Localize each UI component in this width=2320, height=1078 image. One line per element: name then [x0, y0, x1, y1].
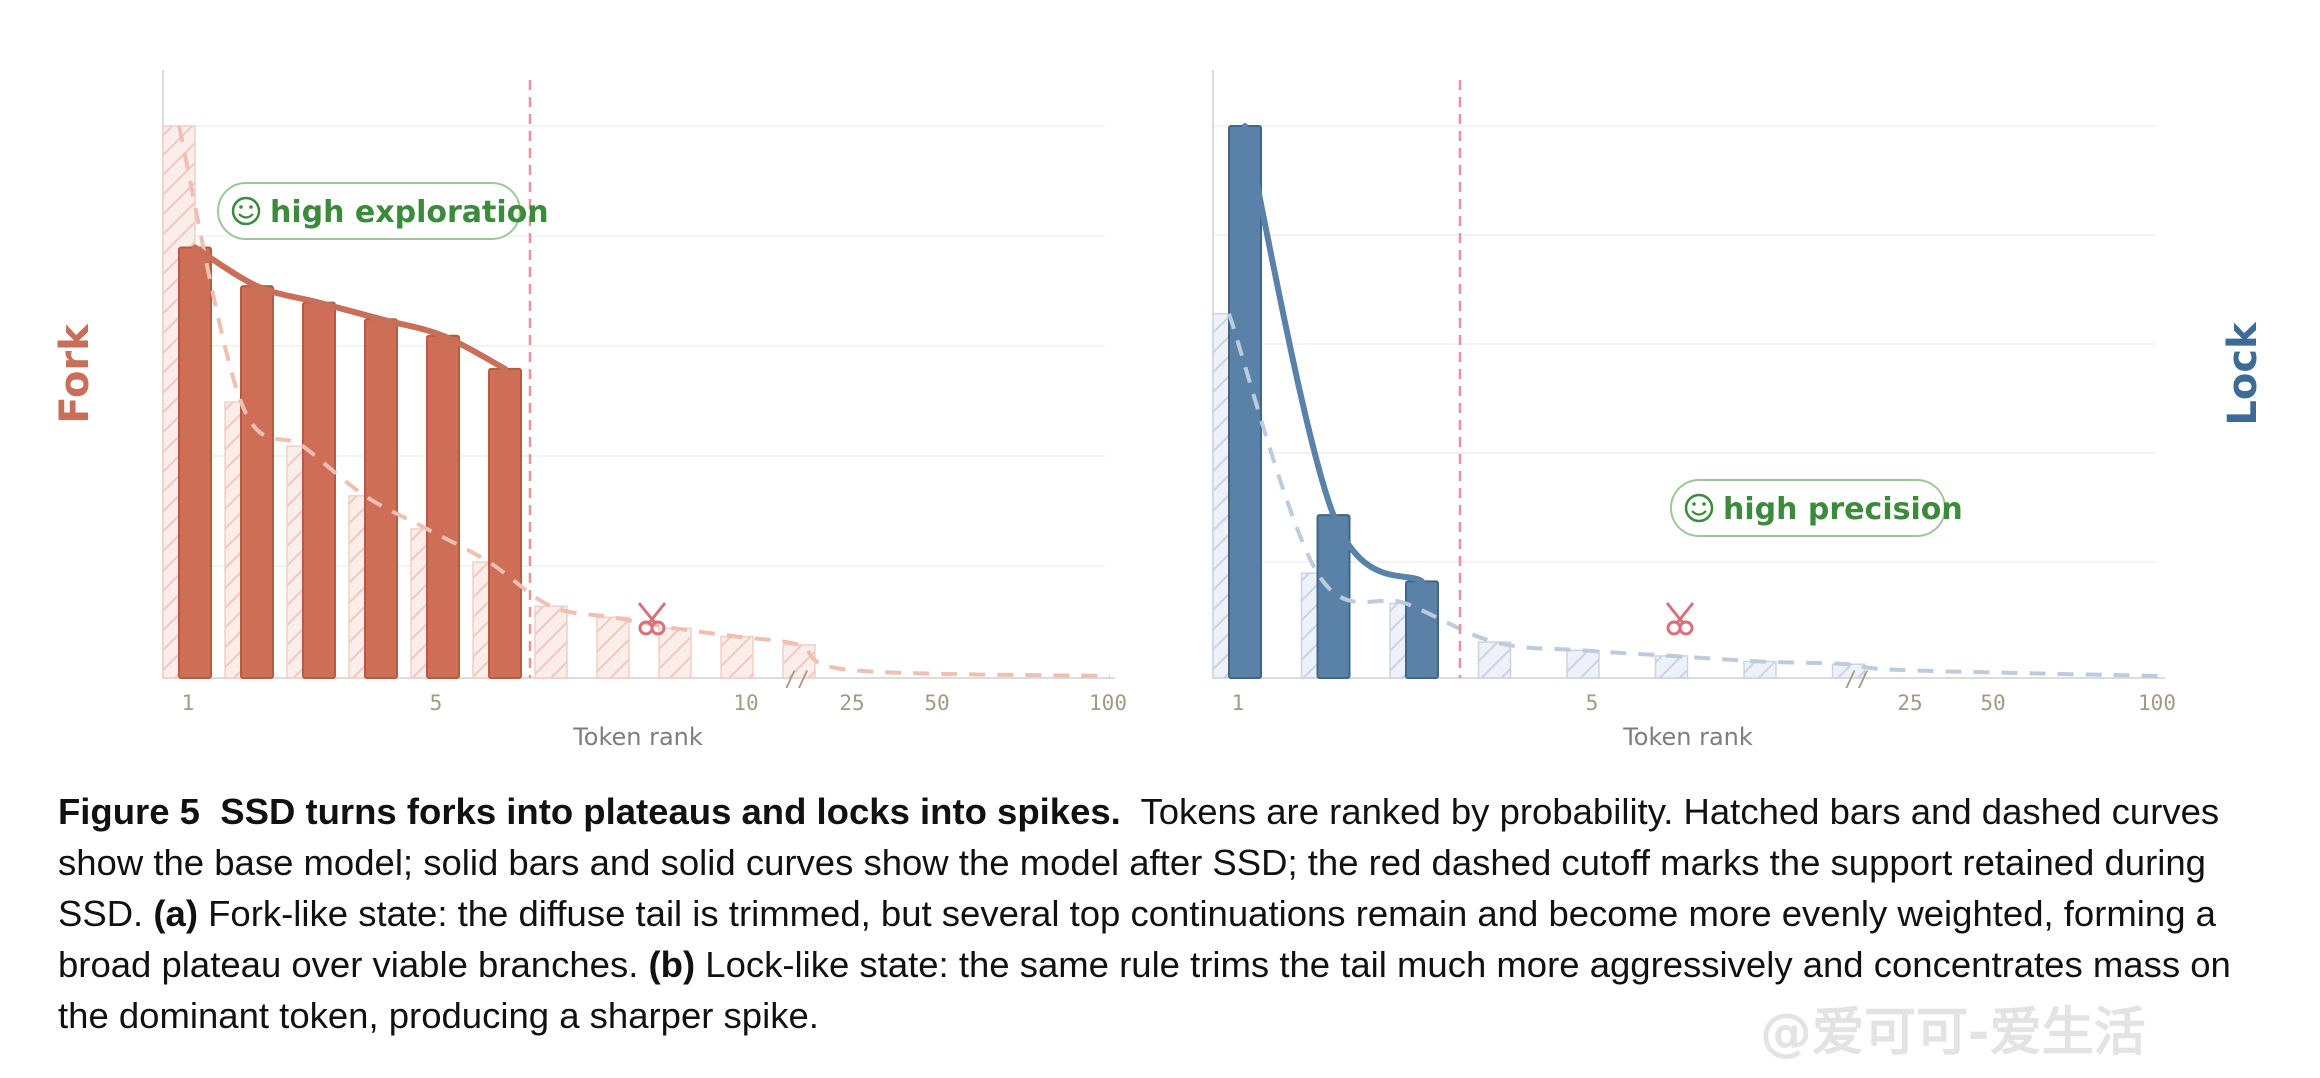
fork-x-ticks: 1 5 10 25 50 100	[182, 691, 1127, 715]
fork-base-bar	[534, 605, 568, 679]
fork-base-bar	[720, 635, 754, 679]
fork-ssd-bar	[302, 301, 336, 679]
lock-annotation-text: high precision	[1723, 492, 1963, 527]
fork-annotation-pill: high exploration	[217, 182, 549, 240]
fork-scissors-icon	[637, 602, 667, 636]
smiley-icon	[231, 196, 261, 226]
fork-base-curve	[177, 125, 1111, 678]
fork-panel: 1 5 10 25 50 100 // Token rank Fork high expl…	[52, 70, 1127, 751]
fork-annotation-text: high exploration	[270, 195, 549, 230]
fork-x-tick-label: 5	[430, 691, 443, 715]
lock-x-ticks: 1 5 25 50 100	[1232, 691, 2176, 715]
caption-panel-b-label: (b)	[648, 944, 696, 985]
lock-base-bar	[1654, 655, 1689, 679]
lock-x-tick-label: 25	[1897, 691, 1922, 715]
fork-ssd-bar	[178, 246, 212, 679]
fork-ssd-bar	[488, 367, 522, 679]
lock-base-curve	[1227, 313, 2161, 678]
caption-text-panel-a: Fork-like state: the diffuse tail is tri…	[58, 893, 2216, 985]
lock-x-tick-label: 1	[1232, 691, 1245, 715]
caption-figure-label: Figure 5	[58, 791, 200, 832]
lock-x-axis-title: Token rank	[1622, 723, 1753, 751]
fork-ssd-bar	[426, 334, 460, 679]
lock-scissors-icon	[1665, 602, 1695, 636]
figure-caption: Figure 5 SSD turns forks into plateaus a…	[58, 786, 2268, 1041]
smiley-icon	[1684, 493, 1714, 523]
lock-base-bar	[1743, 660, 1777, 679]
lock-ssd-curve	[1242, 123, 1425, 585]
lock-axis-break: //	[1844, 667, 1869, 691]
lock-base-bar	[1477, 641, 1512, 679]
lock-panel: 1 5 25 50 100 // Token rank Lock high precis…	[1212, 70, 2266, 751]
fork-base-bar	[596, 616, 630, 679]
lock-side-label: Lock	[2220, 321, 2266, 426]
fork-ssd-bar	[240, 285, 274, 679]
watermark: @爱可可-爱生活	[1760, 1003, 2146, 1063]
caption-text-panel-b: Lock-like state: the same rule trims the…	[58, 944, 2231, 1036]
fork-ssd-curve	[192, 244, 508, 372]
fork-x-tick-label: 10	[733, 691, 758, 715]
fork-x-tick-label: 1	[182, 691, 195, 715]
caption-title: SSD turns forks into plateaus and locks …	[220, 791, 1121, 832]
fork-x-tick-label: 25	[839, 691, 864, 715]
lock-ssd-bar	[1405, 580, 1439, 680]
fork-side-label: Fork	[52, 323, 98, 424]
fork-x-tick-label: 50	[924, 691, 949, 715]
caption-panel-a-label: (a)	[153, 893, 198, 934]
lock-x-tick-label: 5	[1586, 691, 1599, 715]
lock-x-tick-label: 50	[1980, 691, 2005, 715]
fork-x-tick-label: 100	[1089, 691, 1127, 715]
fork-axis-break: //	[784, 667, 809, 691]
caption-text-intro: Tokens are ranked by probability. Hatche…	[58, 791, 2220, 934]
fork-x-axis-title: Token rank	[572, 723, 703, 751]
lock-annotation-pill: high precision	[1670, 479, 1963, 537]
lock-x-tick-label: 100	[2138, 691, 2176, 715]
lock-gridlines	[1213, 125, 2155, 563]
lock-base-bar	[1566, 649, 1600, 679]
figure-canvas: 1 5 10 25 50 100 // Token rank Fork high expl…	[52, 70, 2266, 751]
fork-base-bar	[658, 627, 692, 679]
